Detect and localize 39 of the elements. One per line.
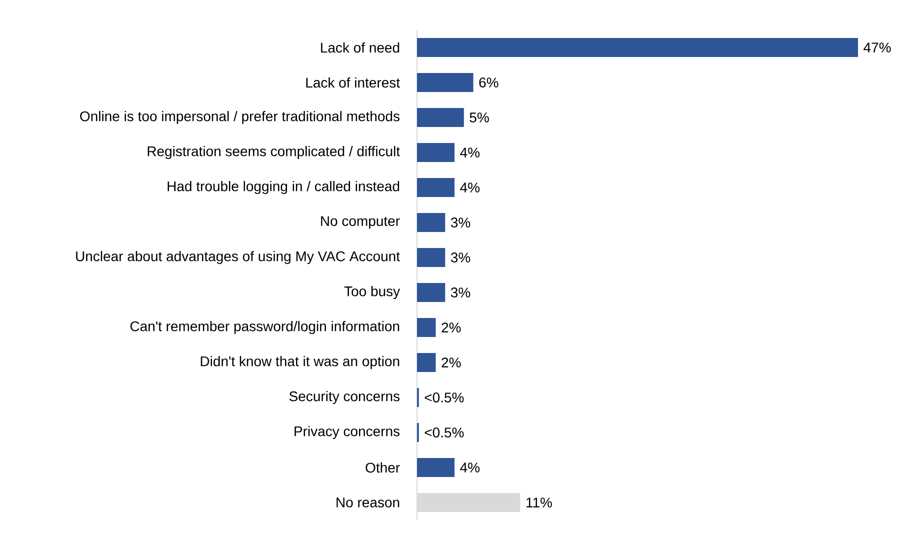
bar bbox=[417, 248, 446, 268]
y-tick-label: No reason bbox=[336, 498, 400, 508]
data-label: 11% bbox=[526, 498, 552, 508]
data-label: 6% bbox=[479, 78, 498, 88]
data-label: <0.5% bbox=[424, 392, 464, 402]
bar bbox=[417, 178, 455, 198]
data-label: <0.5% bbox=[424, 428, 464, 438]
data-label: 3% bbox=[450, 218, 470, 228]
y-tick-label: Online is too impersonal / prefer traditional methods bbox=[80, 110, 400, 124]
y-tick-label: Can't remember password/login information bbox=[130, 320, 400, 334]
y-tick-label: Lack of need bbox=[321, 42, 400, 53]
data-label: 4% bbox=[460, 462, 480, 472]
bar bbox=[417, 353, 436, 372]
y-tick-label: Had trouble logging in / called instead bbox=[168, 180, 400, 194]
y-tick-label: Registration seems complicated / difficult bbox=[148, 146, 400, 160]
y-tick-label: Privacy concerns bbox=[294, 426, 400, 440]
bar bbox=[417, 283, 446, 302]
data-label: 4% bbox=[460, 148, 480, 158]
y-tick-label: Unclear about advantages of using My VAC Account bbox=[76, 250, 400, 264]
y-tick-label: Other bbox=[366, 462, 400, 473]
data-label: 3% bbox=[450, 252, 470, 262]
data-label: 2% bbox=[442, 358, 461, 368]
data-label: 2% bbox=[442, 322, 461, 332]
y-tick-label: Didn't know that it was an option bbox=[200, 356, 400, 370]
y-tick-label: Security concerns bbox=[289, 390, 400, 404]
bar bbox=[417, 143, 455, 162]
y-tick-label: Too busy bbox=[344, 286, 400, 300]
bar bbox=[417, 458, 455, 477]
y-tick-label: Lack of interest bbox=[306, 77, 400, 88]
bar bbox=[417, 318, 436, 338]
data-label: 5% bbox=[470, 112, 489, 122]
bar bbox=[417, 213, 446, 232]
data-label: 3% bbox=[450, 288, 470, 298]
data-label: 47% bbox=[864, 42, 891, 52]
bar bbox=[417, 108, 464, 128]
y-tick-label: No computer bbox=[321, 216, 400, 229]
bar bbox=[417, 38, 858, 58]
bar bbox=[417, 73, 474, 92]
data-label: 4% bbox=[460, 182, 480, 192]
